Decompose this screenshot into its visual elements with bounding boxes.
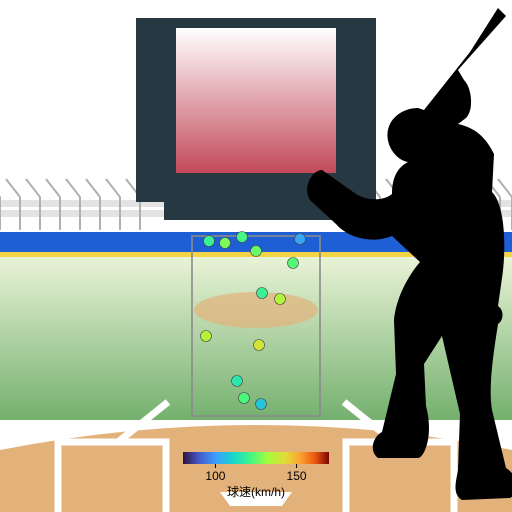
pitchers-mound xyxy=(194,292,318,328)
pitch-marker xyxy=(201,331,212,342)
pitch-location-chart: 100 150球速(km/h) xyxy=(0,0,512,512)
pitch-marker xyxy=(257,288,268,299)
colorbar-label: 球速(km/h) xyxy=(227,485,285,499)
pitch-marker xyxy=(251,246,262,257)
colorbar xyxy=(183,452,329,464)
pitch-marker xyxy=(275,294,286,305)
pitch-marker xyxy=(232,376,243,387)
pitch-marker xyxy=(295,234,306,245)
pitch-marker xyxy=(237,232,248,243)
colorbar-tick-label: 150 xyxy=(287,469,307,483)
pitch-marker xyxy=(254,340,265,351)
pitch-marker xyxy=(256,399,267,410)
pitch-marker xyxy=(239,393,250,404)
colorbar-tick-label: 100 xyxy=(205,469,225,483)
pitch-marker xyxy=(288,258,299,269)
pitch-marker xyxy=(204,236,215,247)
pitch-marker xyxy=(220,238,231,249)
scoreboard-screen xyxy=(176,28,336,173)
